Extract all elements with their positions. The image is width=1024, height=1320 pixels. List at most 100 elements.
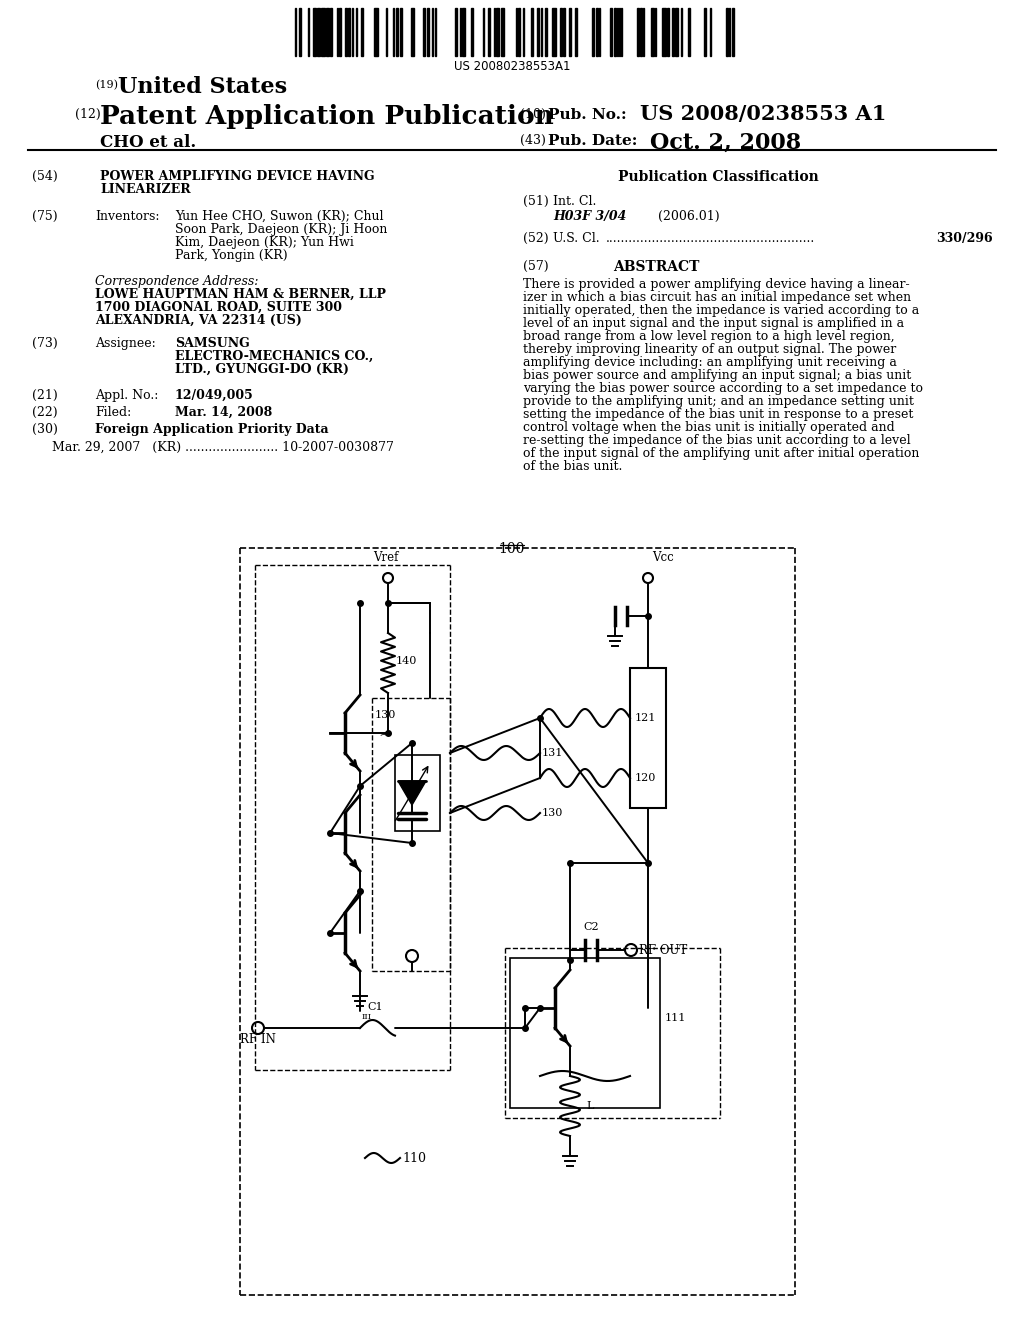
Bar [672, 8, 674, 55]
Text: Inventors:: Inventors: [95, 210, 160, 223]
Text: LINEARIZER: LINEARIZER [100, 183, 190, 195]
Text: izer in which a bias circuit has an initial impedance set when: izer in which a bias circuit has an init… [523, 290, 911, 304]
Text: (2006.01): (2006.01) [658, 210, 720, 223]
Text: Int. Cl.: Int. Cl. [553, 195, 596, 209]
Bar [592, 8, 594, 55]
Text: There is provided a power amplifying device having a linear-: There is provided a power amplifying dev… [523, 279, 909, 290]
Text: US 2008/0238553 A1: US 2008/0238553 A1 [640, 104, 887, 124]
Bar [610, 8, 612, 55]
Bar [518, 8, 520, 55]
Text: (43): (43) [520, 135, 546, 147]
Text: ELECTRO-MECHANICS CO.,: ELECTRO-MECHANICS CO., [175, 350, 374, 363]
Bar [396, 8, 398, 55]
Text: Mar. 14, 2008: Mar. 14, 2008 [175, 407, 272, 418]
Text: amplifying device including: an amplifying unit receiving a: amplifying device including: an amplifyi… [523, 356, 897, 370]
Bar [455, 8, 457, 55]
Text: Publication Classification: Publication Classification [618, 170, 819, 183]
Bar [361, 8, 362, 55]
Text: 130: 130 [542, 808, 563, 818]
Text: ......................................................: ........................................… [606, 232, 815, 246]
Text: (52): (52) [523, 232, 549, 246]
Text: (10): (10) [520, 108, 546, 121]
Text: 120: 120 [635, 774, 656, 783]
Text: (12): (12) [75, 108, 100, 121]
Text: US 20080238553A1: US 20080238553A1 [454, 59, 570, 73]
Bar [348, 8, 350, 55]
Text: C1: C1 [368, 1002, 383, 1012]
Text: ~: ~ [378, 726, 392, 743]
Bar [374, 8, 378, 55]
Bar [732, 8, 734, 55]
Text: United States: United States [118, 77, 287, 98]
Text: CHO et al.: CHO et al. [100, 135, 197, 150]
Bar [496, 8, 499, 55]
Bar [400, 8, 402, 55]
Bar [688, 8, 690, 55]
Text: (22): (22) [32, 407, 57, 418]
Bar [596, 8, 598, 55]
Bar [395, 755, 440, 832]
Text: 12/049,005: 12/049,005 [175, 389, 254, 403]
Text: setting the impedance of the bias unit in response to a preset: setting the impedance of the bias unit i… [523, 408, 913, 421]
Text: Appl. No.:: Appl. No.: [95, 389, 159, 403]
Bar [462, 8, 465, 55]
Bar [637, 8, 639, 55]
Text: 131: 131 [542, 748, 563, 758]
Bar [560, 8, 562, 55]
Text: ALEXANDRIA, VA 22314 (US): ALEXANDRIA, VA 22314 (US) [95, 314, 302, 327]
Text: C2: C2 [584, 921, 599, 932]
Bar [662, 8, 666, 55]
Text: Park, Yongin (KR): Park, Yongin (KR) [175, 249, 288, 261]
Bar [488, 8, 490, 55]
Text: Vcc: Vcc [652, 550, 674, 564]
Text: Vref: Vref [374, 550, 398, 564]
Text: H03F 3/04: H03F 3/04 [553, 210, 627, 223]
Text: 140: 140 [396, 656, 418, 667]
Text: 1700 DIAGONAL ROAD, SUITE 300: 1700 DIAGONAL ROAD, SUITE 300 [95, 301, 342, 314]
Text: Correspondence Address:: Correspondence Address: [95, 275, 258, 288]
Text: initially operated, then the impedance is varied according to a: initially operated, then the impedance i… [523, 304, 920, 317]
Bar [640, 8, 642, 55]
Text: of the bias unit.: of the bias unit. [523, 459, 623, 473]
Text: level of an input signal and the input signal is amplified in a: level of an input signal and the input s… [523, 317, 904, 330]
Bar [667, 8, 669, 55]
Text: U.S. Cl.: U.S. Cl. [553, 232, 600, 246]
Text: Pub. Date:: Pub. Date: [548, 135, 637, 148]
Bar [427, 8, 429, 55]
Text: III: III [362, 1012, 372, 1020]
Text: ABSTRACT: ABSTRACT [613, 260, 699, 275]
Bar [569, 8, 571, 55]
Text: 121: 121 [635, 713, 656, 723]
Bar [651, 8, 654, 55]
Text: bias power source and amplifying an input signal; a bias unit: bias power source and amplifying an inpu… [523, 370, 911, 381]
Text: broad range from a low level region to a high level region,: broad range from a low level region to a… [523, 330, 895, 343]
Text: (57): (57) [523, 260, 549, 273]
Bar [675, 8, 678, 55]
Bar [345, 8, 347, 55]
Text: LOWE HAUPTMAN HAM & BERNER, LLP: LOWE HAUPTMAN HAM & BERNER, LLP [95, 288, 386, 301]
Text: SAMSUNG: SAMSUNG [175, 337, 250, 350]
Text: provide to the amplifying unit; and an impedance setting unit: provide to the amplifying unit; and an i… [523, 395, 913, 408]
Bar [411, 8, 414, 55]
Bar [552, 8, 556, 55]
Bar [317, 8, 319, 55]
Text: Yun Hee CHO, Suwon (KR); Chul: Yun Hee CHO, Suwon (KR); Chul [175, 210, 384, 223]
Text: thereby improving linearity of an output signal. The power: thereby improving linearity of an output… [523, 343, 896, 356]
Text: 100: 100 [499, 543, 525, 556]
Text: (19): (19) [95, 81, 118, 90]
Text: control voltage when the bias unit is initially operated and: control voltage when the bias unit is in… [523, 421, 895, 434]
Text: (51): (51) [523, 195, 549, 209]
Bar [537, 8, 539, 55]
Bar [423, 8, 425, 55]
Bar [321, 8, 325, 55]
Text: (75): (75) [32, 210, 57, 223]
Bar [575, 8, 577, 55]
Bar [726, 8, 728, 55]
Text: Mar. 29, 2007   (KR) ........................ 10-2007-0030877: Mar. 29, 2007 (KR) .....................… [52, 441, 394, 454]
Text: 110: 110 [402, 1151, 426, 1164]
Text: POWER AMPLIFYING DEVICE HAVING: POWER AMPLIFYING DEVICE HAVING [100, 170, 375, 183]
Bar [563, 8, 565, 55]
Text: 111: 111 [665, 1012, 686, 1023]
Bar [501, 8, 504, 55]
Text: Kim, Daejeon (KR); Yun Hwi: Kim, Daejeon (KR); Yun Hwi [175, 236, 354, 249]
